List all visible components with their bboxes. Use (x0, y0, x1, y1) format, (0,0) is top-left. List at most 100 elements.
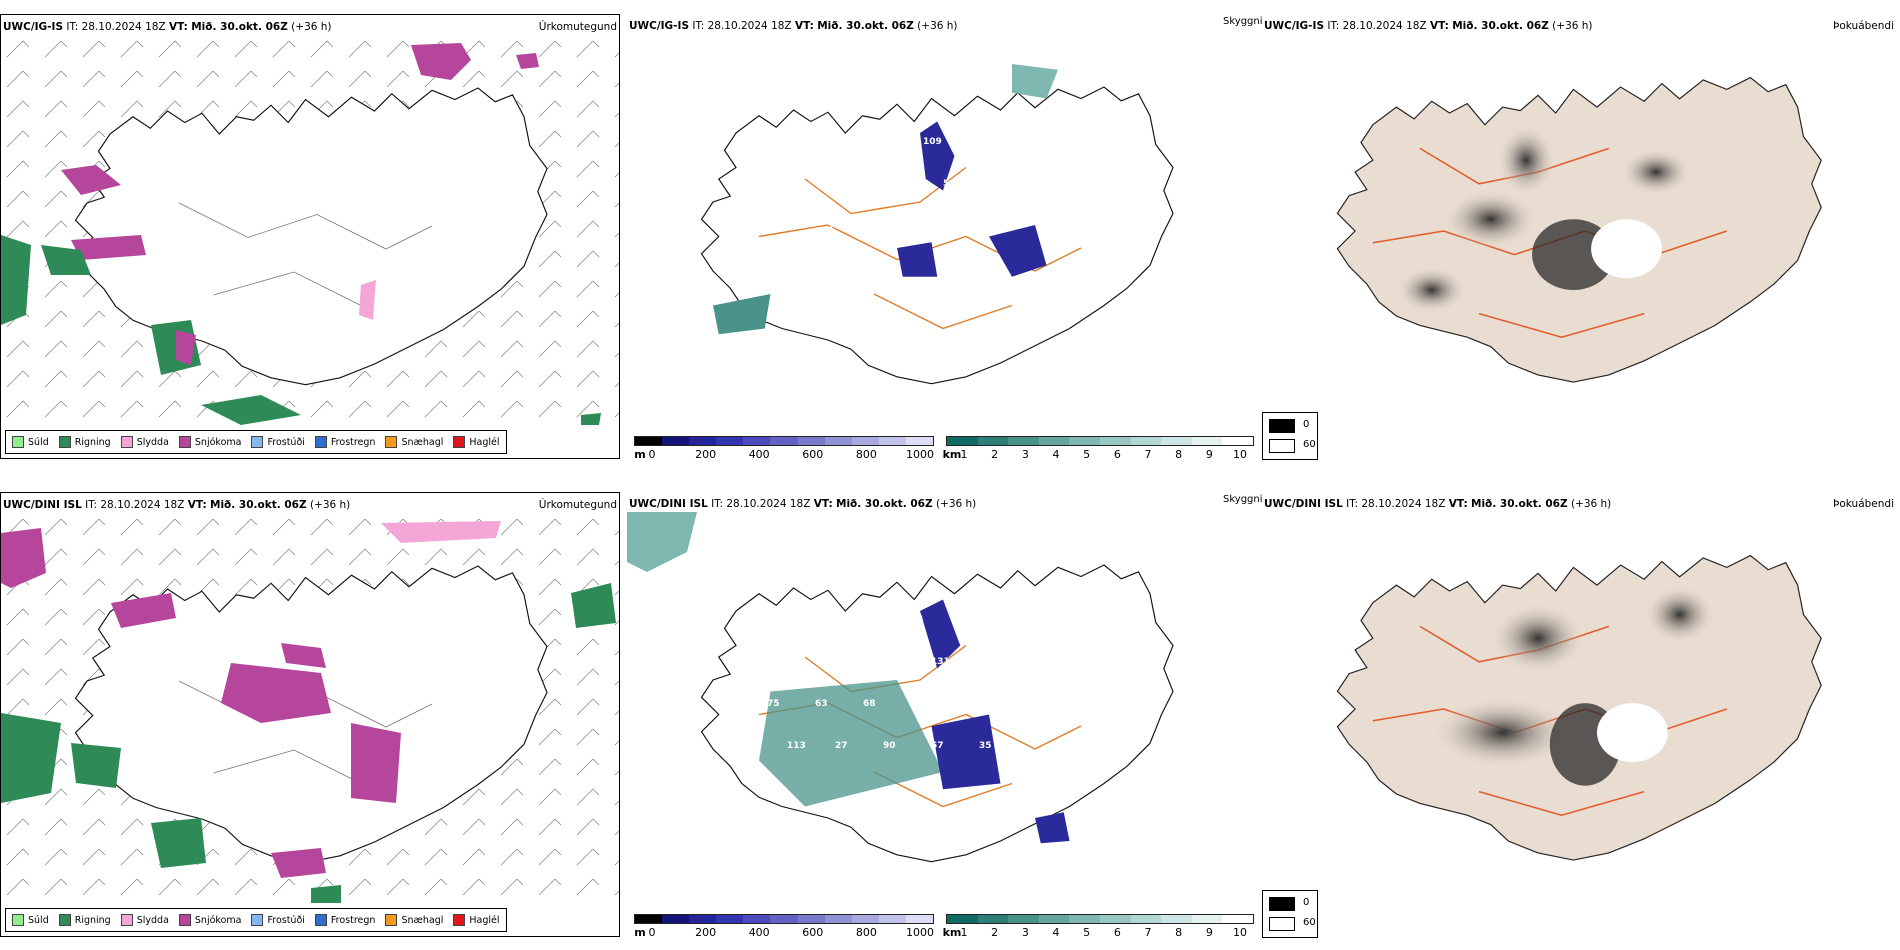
legend-label: Frostúði (267, 436, 305, 448)
precip-type-map (1, 35, 619, 425)
it-label: IT: (1327, 20, 1340, 32)
colorbar-segment (1222, 437, 1253, 445)
colorbar-segment (716, 915, 744, 923)
cloud-base-label: 57 (931, 741, 944, 751)
colorbar-segment (851, 437, 879, 445)
legend-item: Snjókoma (178, 436, 242, 448)
colorbar-tick: 0 (648, 448, 656, 461)
legend-label: Slydda (136, 436, 169, 448)
colorbar-segment (905, 437, 934, 445)
cloud-base-label: 109 (923, 137, 942, 147)
it-label: IT: (85, 499, 98, 511)
cloud-base-label: 131 (931, 657, 950, 667)
colorbar-segment (824, 915, 852, 923)
colorbar-tick: 2 (991, 448, 999, 461)
panel-title: Þokuábendi (1833, 20, 1894, 32)
it-value: 28.10.2024 18Z (81, 21, 166, 33)
colorbar-tick: 400 (748, 448, 770, 461)
cloud-base-label: 84 (911, 615, 924, 625)
colorbar-segment (878, 915, 906, 923)
visibility-colorbar-bottom: km 1 2 3 4 5 6 7 8 9 10 (943, 914, 1254, 940)
panel-title: Úrkomutegund (538, 499, 617, 511)
colorbar-tick: 7 (1144, 926, 1152, 939)
cloud-base-label: 65 (911, 699, 924, 709)
colorbar-segment (662, 915, 690, 923)
legend-swatch (314, 436, 327, 448)
precip-type-map (1, 513, 619, 903)
vt-value: Mið. 30.okt. 06Z (836, 498, 933, 510)
precip-legend: Súld Rigning Slydda Snjókoma Frostúði Frostre… (5, 430, 507, 454)
lead-time: (+36 h) (1570, 498, 1612, 510)
cloud-base-label: 68 (863, 699, 876, 709)
legend-item: Frostúði (251, 914, 305, 926)
legend-label: Frostregn (330, 436, 376, 448)
panel-header: UWC/IG-IS IT: 28.10.2024 18Z VT: Mið. 30… (629, 20, 1245, 36)
cloud-base-label: 206 (959, 699, 978, 709)
fog-map (1336, 77, 1822, 383)
legend-item: Snæhagl (385, 436, 443, 448)
colorbar-tick: 6 (1113, 926, 1121, 939)
colorbar-tick: 0 (648, 926, 656, 939)
colorbar-segment (797, 915, 825, 923)
model-name: UWC/IG-IS (3, 21, 64, 33)
colorbar-segment (1191, 437, 1223, 445)
precip-type-panel-bottom: UWC/DINI ISL IT: 28.10.2024 18Z VT: Mið.… (0, 492, 620, 937)
colorbar-segment (905, 915, 934, 923)
colorbar-segment (770, 437, 798, 445)
cloud-base-label: 79 (815, 615, 828, 625)
it-value: 28.10.2024 18Z (707, 20, 792, 32)
legend-label: Frostregn (330, 914, 376, 926)
cloud-base-label: 103 (835, 657, 854, 667)
model-name: UWC/DINI ISL (3, 499, 82, 511)
legend-item: Frostregn (314, 436, 376, 448)
cloud-base-label: 20 (991, 179, 1004, 189)
legend-label: Súld (28, 436, 49, 448)
legend-swatch (251, 914, 264, 926)
colorbar-unit: km (942, 448, 962, 461)
legend-label: Snjókoma (194, 914, 242, 926)
precip-type-panel-top: UWC/IG-IS IT: 28.10.2024 18Z VT: Mið. 30… (0, 14, 620, 459)
it-label: IT: (711, 498, 724, 510)
colorbar-segment (689, 437, 717, 445)
colorbar-segment (1069, 915, 1100, 923)
cloud-base-label: 13 (1039, 179, 1052, 189)
legend-swatch (453, 914, 466, 926)
colorbar-segment (878, 437, 906, 445)
legend-label: Haglél (469, 436, 500, 448)
colorbar-tick: 200 (695, 448, 717, 461)
cloud-base-label: 27 (835, 741, 848, 751)
cloud-title: Skyggni (1223, 16, 1263, 27)
colorbar-unit: m (634, 926, 646, 939)
vt-label: VT: (813, 498, 833, 510)
colorbar-segment (1069, 437, 1100, 445)
legend-swatch (178, 436, 191, 448)
legend-item: Rigning (58, 436, 111, 448)
vt-label: VT: (187, 499, 207, 511)
cloud-base-label: 57 (827, 221, 840, 231)
cloud-base-label: 65 (1027, 657, 1040, 667)
cloud-base-label: 128 (847, 179, 866, 189)
colorbar-segment (851, 915, 879, 923)
colorbar-segment (770, 915, 798, 923)
colorbar-tick: 1000 (906, 926, 934, 939)
colorbar-segment (743, 437, 771, 445)
fog-panel-bottom: UWC/DINI ISL IT: 28.10.2024 18Z VT: Mið.… (1262, 492, 1896, 937)
cloud-base-colorbar-top: m 0 200 400 600 800 1000 (634, 436, 934, 462)
legend-label: Snjókoma (194, 436, 242, 448)
legend-swatch (58, 436, 71, 448)
colorbar-tick: 5 (1083, 926, 1091, 939)
colorbar-segment (1099, 915, 1131, 923)
legend-label: Snæhagl (401, 436, 444, 448)
colorbar-tick: 9 (1205, 448, 1213, 461)
fog-key-bottom: 0 60 (1262, 890, 1318, 938)
legend-item: Rigning (58, 914, 111, 926)
cloud-title: Skyggni (1223, 494, 1263, 505)
lead-time: (+36 h) (1552, 20, 1593, 32)
colorbar-segment (1222, 915, 1253, 923)
colorbar-unit: m (634, 448, 646, 461)
colorbar-tick: 8 (1175, 926, 1183, 939)
fog-key-label: 60 (1303, 917, 1316, 928)
colorbar-segment (689, 915, 717, 923)
legend-item: Snjókoma (178, 914, 242, 926)
colorbar-segment (635, 915, 663, 923)
